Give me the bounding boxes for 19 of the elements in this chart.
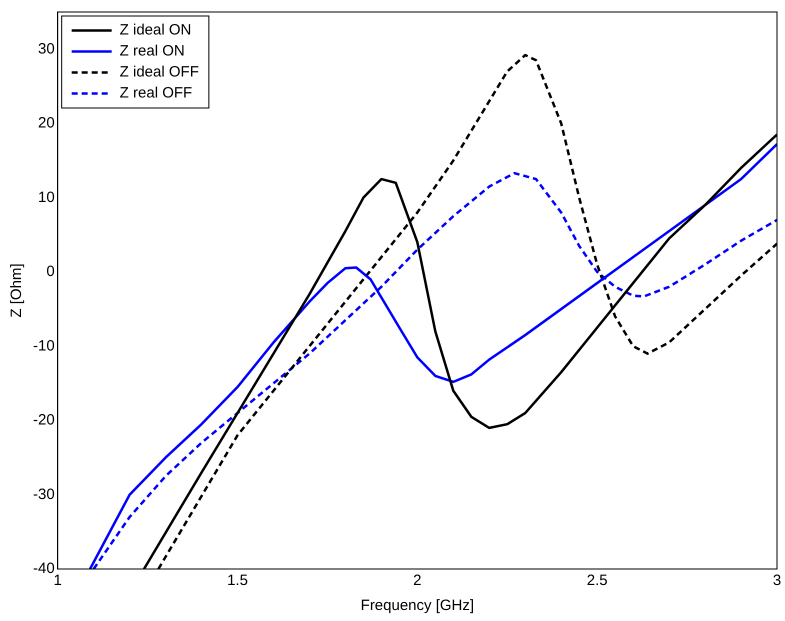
y-axis-title: Z [Ohm] xyxy=(8,263,26,318)
legend-label: Z real ON xyxy=(120,42,185,60)
y-tick-label: 0 xyxy=(46,263,55,280)
x-tick-label: 2.5 xyxy=(586,572,608,590)
y-tick-label: 30 xyxy=(38,40,55,58)
x-tick-label: 1.5 xyxy=(227,572,248,590)
x-tick-label: 1 xyxy=(54,572,62,590)
legend-label: Z real OFF xyxy=(120,84,192,102)
x-tick-label: 3 xyxy=(772,572,782,590)
y-tick-label: 20 xyxy=(38,114,55,132)
y-tick-label: -40 xyxy=(32,560,55,578)
x-axis-title: Frequency [GHz] xyxy=(360,597,474,614)
legend-label: Z ideal OFF xyxy=(120,64,199,81)
y-tick-label: 10 xyxy=(38,188,55,206)
y-tick-label: -20 xyxy=(32,412,55,429)
legend-label: Z ideal ON xyxy=(120,22,192,39)
y-tick-label: -10 xyxy=(32,337,55,354)
x-tick-label: 2 xyxy=(413,572,422,590)
y-tick-label: -30 xyxy=(32,486,55,503)
